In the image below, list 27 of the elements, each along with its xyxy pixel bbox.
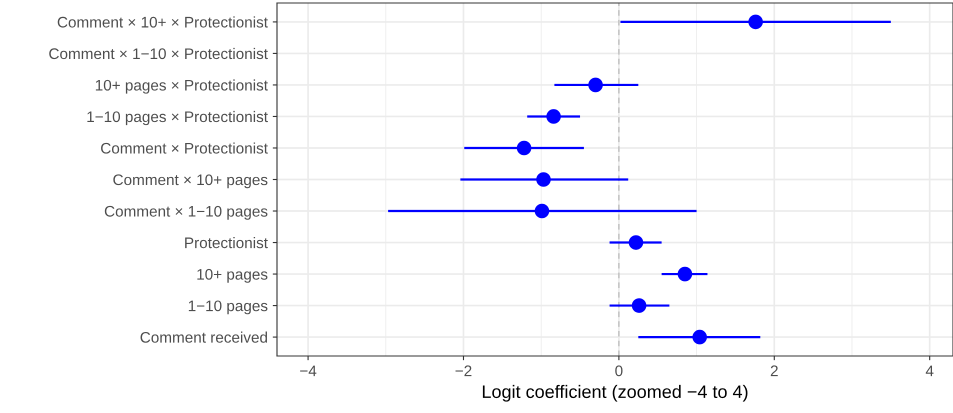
y-tick-label: Comment received — [140, 332, 267, 343]
y-tick-label: 1−10 pages × Protectionist — [87, 110, 268, 126]
point — [692, 330, 707, 344]
point — [534, 204, 550, 218]
x-tick-label: −2 — [456, 365, 472, 376]
point — [628, 235, 644, 250]
y-tick-label: Protectionist — [185, 237, 268, 248]
point — [748, 14, 763, 30]
point — [516, 140, 532, 156]
x-tick-label: 0 — [615, 365, 623, 376]
x-tick-label: 2 — [770, 365, 778, 376]
y-tick-label: Comment × Protectionist — [101, 142, 268, 154]
y-tick-label: Comment × 1−10 pages — [104, 206, 268, 220]
point — [588, 78, 603, 92]
y-tick-label: Comment × 10+ × Protectionist — [58, 16, 268, 28]
point — [678, 266, 692, 282]
x-tick-label: −4 — [300, 366, 316, 376]
y-tick-label: Comment × 10+ pages — [113, 174, 268, 188]
point — [632, 298, 646, 313]
point — [546, 109, 561, 124]
y-tick-label: 1−10 pages — [188, 300, 268, 314]
x-axis-title: Logit coefficient (zoomed −4 to 4) — [482, 384, 748, 402]
y-tick-label: 10+ pages — [197, 268, 268, 283]
x-tick-label: 4 — [926, 366, 934, 376]
point — [536, 172, 551, 187]
y-tick-label: 10+ pages × Protectionist — [96, 79, 268, 94]
y-tick-label: Comment × 1−10 × Protectionist — [49, 48, 268, 60]
